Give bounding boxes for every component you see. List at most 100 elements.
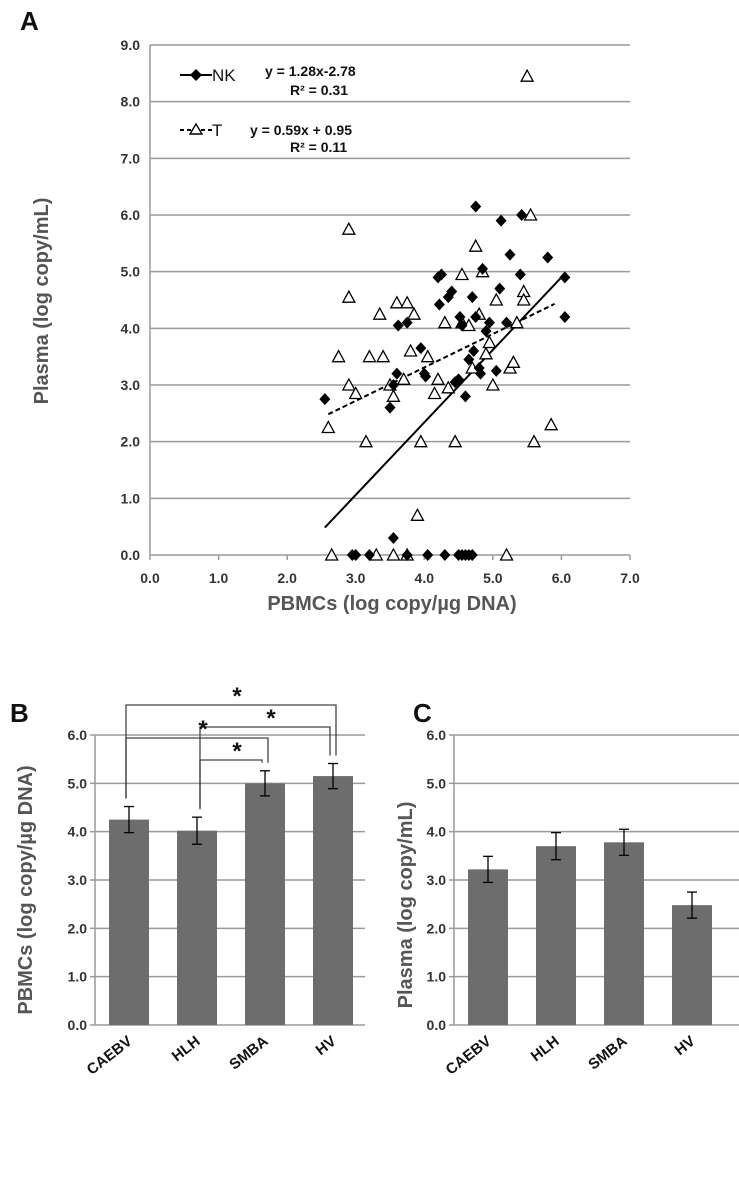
c-y-tick-label: 0.0 <box>427 1017 447 1033</box>
x-tick-label: 2.0 <box>277 570 297 586</box>
point-t <box>396 371 411 385</box>
point-nk <box>477 262 489 275</box>
c-bar-smba <box>604 842 644 1025</box>
b-y-tick-label: 4.0 <box>68 824 88 840</box>
point-t <box>427 386 442 400</box>
point-t <box>324 547 339 561</box>
panel-a-legend: NK y = 1.28x-2.78 R² = 0.31 T y = 0.59x … <box>180 63 356 155</box>
point-t <box>389 295 404 309</box>
b-y-tick-label: 5.0 <box>68 775 88 791</box>
point-nk <box>483 316 495 329</box>
point-nk <box>401 316 413 329</box>
point-t <box>468 238 483 252</box>
point-t <box>506 354 521 368</box>
point-t <box>403 343 418 357</box>
point-t <box>454 267 470 281</box>
point-t <box>376 349 391 363</box>
c-y-tick-label: 3.0 <box>427 872 447 888</box>
point-t <box>499 547 514 561</box>
c-y-tick-label: 5.0 <box>427 775 447 791</box>
b-bar-smba <box>245 783 285 1025</box>
point-t <box>348 386 363 400</box>
y-tick-label: 3.0 <box>121 377 141 393</box>
significance-star: * <box>232 683 242 710</box>
point-nk <box>435 268 447 281</box>
point-t <box>526 434 542 448</box>
point-t <box>400 295 415 309</box>
legend-nk-r2: R² = 0.31 <box>290 82 348 98</box>
panel-a-scatter-chart: 0.0 1.0 2.0 3.0 4.0 5.0 6.0 7.0 8.0 9.0 0.0 1.0 2.0 3… <box>121 37 640 586</box>
y-tick-label: 4.0 <box>121 320 141 336</box>
panel-a-label: A <box>20 6 39 36</box>
b-category-label: SMBA <box>226 1033 271 1074</box>
point-t <box>341 221 356 235</box>
x-tick-label: 3.0 <box>346 570 366 586</box>
legend-t-marker <box>188 122 204 135</box>
y-tick-label: 2.0 <box>121 434 141 450</box>
b-bar-hv <box>313 776 353 1025</box>
point-t <box>509 315 524 329</box>
significance-star: * <box>232 738 242 765</box>
point-t <box>523 207 538 221</box>
panel-b-bar-chart: 0.0 1.0 2.0 3.0 4.0 5.0 6.0 CAEBV HLH SMBA HV * * * * <box>68 683 365 1078</box>
c-bar-hv <box>672 905 712 1025</box>
x-tick-label: 0.0 <box>140 570 160 586</box>
point-nk <box>387 532 399 544</box>
b-bar-caebv <box>109 819 149 1025</box>
point-nk <box>466 549 478 561</box>
legend-nk-equation: y = 1.28x-2.78 <box>265 63 356 79</box>
point-nk <box>363 549 375 561</box>
point-t <box>448 434 463 448</box>
c-category-label: CAEBV <box>443 1033 495 1079</box>
c-category-label: HV <box>672 1033 699 1059</box>
point-nk <box>384 401 396 414</box>
point-t <box>410 507 425 521</box>
point-t <box>362 349 377 363</box>
point-nk <box>470 200 482 213</box>
point-t <box>441 380 456 394</box>
point-nk <box>420 370 432 383</box>
point-nk <box>466 291 478 304</box>
point-t <box>430 371 446 385</box>
panel-c-label: C <box>413 698 432 728</box>
point-nk <box>391 367 403 380</box>
x-tick-label: 7.0 <box>620 570 640 586</box>
b-category-label: HLH <box>169 1033 204 1065</box>
c-bar-hlh <box>536 846 576 1025</box>
point-nk <box>454 311 466 323</box>
panel-a-x-axis-title: PBMCs (log copy/µg DNA) <box>267 593 516 615</box>
point-nk <box>501 316 513 329</box>
b-category-label: CAEBV <box>84 1033 136 1079</box>
point-nk <box>494 282 506 295</box>
c-y-tick-label: 2.0 <box>427 920 447 936</box>
x-tick-label: 5.0 <box>483 570 503 586</box>
x-tick-label: 1.0 <box>209 570 229 586</box>
point-t <box>544 417 559 431</box>
x-tick-label: 4.0 <box>415 570 435 586</box>
significance-star: * <box>266 705 276 732</box>
panel-a-y-axis-title: Plasma (log copy/mL) <box>31 198 53 405</box>
significance-bracket <box>125 737 269 799</box>
point-nk <box>439 549 451 561</box>
panel-b-y-axis-title: PBMCs (log copy/µg DNA) <box>15 765 37 1014</box>
point-nk <box>470 311 482 323</box>
point-nk <box>490 364 502 377</box>
panel-b-label: B <box>10 698 29 728</box>
point-nk <box>542 251 554 264</box>
point-nk <box>392 319 404 332</box>
legend-t-equation: y = 0.59x + 0.95 <box>250 122 352 138</box>
point-t <box>341 289 356 303</box>
point-t <box>372 306 387 320</box>
point-nk <box>516 209 528 221</box>
point-t <box>489 292 504 306</box>
point-t <box>516 292 531 306</box>
point-t <box>386 388 401 402</box>
point-nk <box>446 285 458 298</box>
y-tick-label: 1.0 <box>121 490 141 506</box>
significance-bracket <box>125 704 337 799</box>
b-y-tick-label: 2.0 <box>68 920 88 936</box>
point-t <box>413 434 428 448</box>
b-y-tick-label: 3.0 <box>68 872 88 888</box>
c-y-tick-label: 1.0 <box>427 969 447 985</box>
